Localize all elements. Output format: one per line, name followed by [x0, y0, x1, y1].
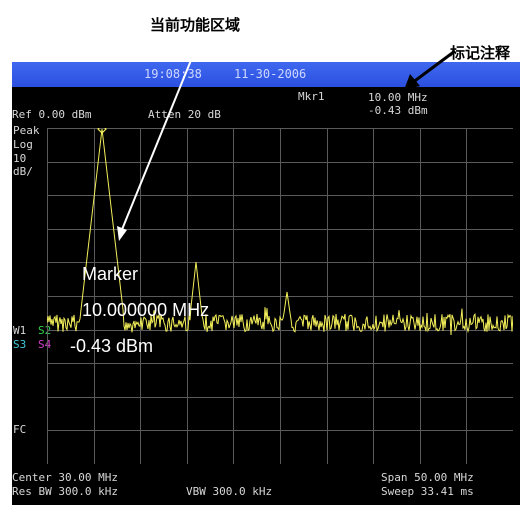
marker-label: Mkr1 — [298, 90, 325, 103]
fc-coupling-label: FC — [13, 423, 27, 436]
center-frequency: Center 30.00 MHz — [12, 471, 118, 484]
active-function-frequency: 10.000000 MHz — [82, 300, 210, 320]
detector-peak: Peak — [13, 124, 40, 137]
graticule — [47, 128, 513, 464]
spectrum-trace — [47, 128, 513, 336]
marker-annotation-callout-label: 标记注释 — [450, 44, 511, 62]
spectrum-display — [47, 128, 513, 464]
scale-unit: dB/ — [13, 165, 33, 178]
active-function-amplitude: -0.43 dBm — [70, 336, 154, 356]
clock-date: 11-30-2006 — [234, 67, 307, 81]
active-function-title: Marker — [82, 264, 139, 284]
active-function-callout-label: 当前功能区域 — [150, 16, 241, 34]
span: Span 50.00 MHz — [381, 471, 474, 484]
video-bandwidth: VBW 300.0 kHz — [186, 485, 273, 498]
trace-w1-label: W1 — [13, 324, 27, 337]
scale-type: Log — [13, 138, 33, 151]
marker-diamond — [97, 128, 107, 134]
clock-time: 19:08:38 — [144, 67, 202, 81]
trace-s3-label: S3 — [13, 338, 27, 351]
attenuation: Atten 20 dB — [148, 108, 221, 121]
marker-frequency-readout: 10.00 MHz — [368, 91, 428, 104]
resolution-bandwidth: Res BW 300.0 kHz — [12, 485, 118, 498]
reference-level: Ref 0.00 dBm — [12, 108, 92, 121]
marker-amplitude-readout: -0.43 dBm — [368, 104, 428, 117]
scale-value: 10 — [13, 152, 27, 165]
title-bar: 19:08:38 11-30-2006 — [12, 62, 520, 87]
sweep-time: Sweep 33.41 ms — [381, 485, 474, 498]
